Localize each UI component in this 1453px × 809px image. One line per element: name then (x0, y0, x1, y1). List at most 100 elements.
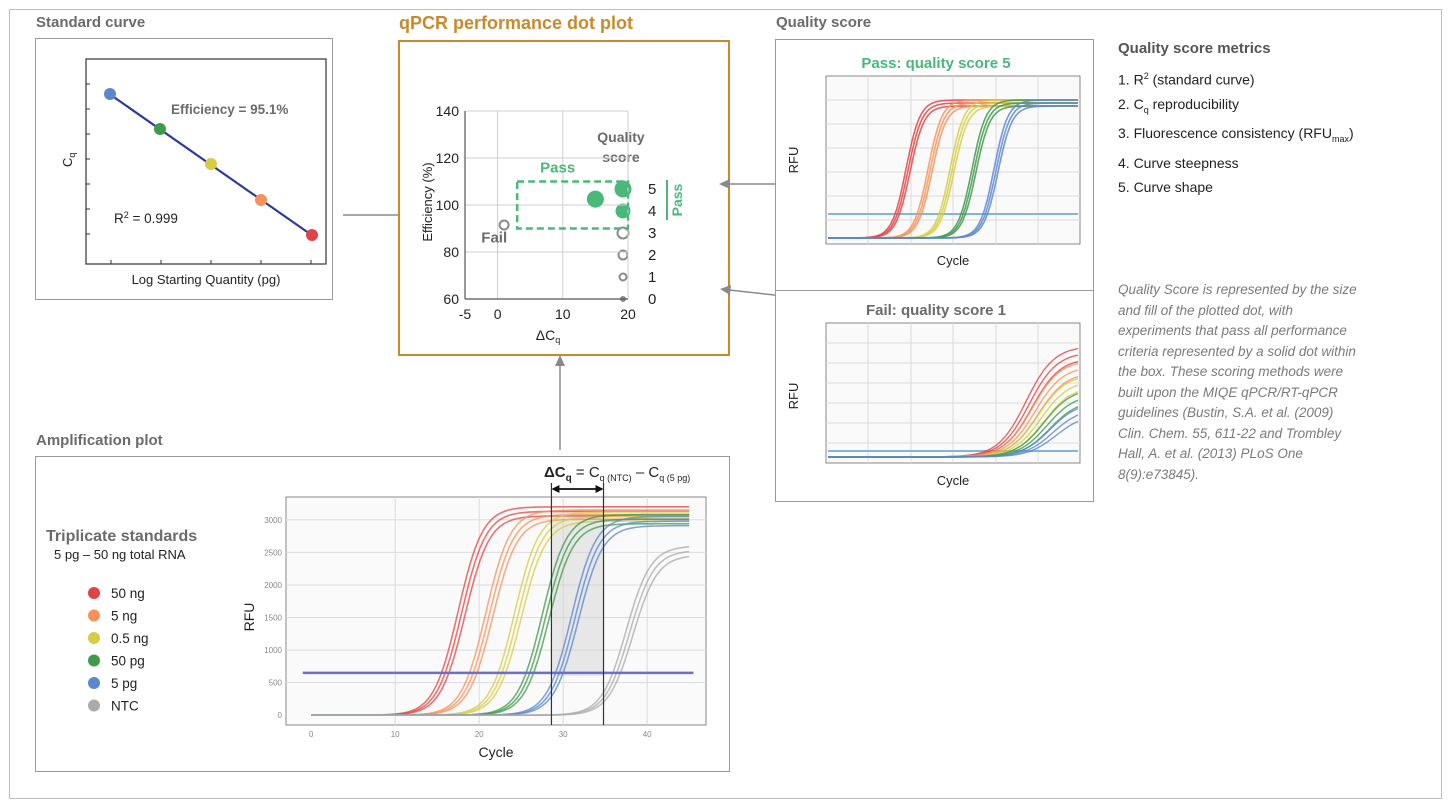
dot-plot-xlabel: ΔCq (536, 327, 560, 345)
legend-score-label: 0 (648, 291, 656, 308)
quality-score-note: Quality Score is represented by the size… (1118, 282, 1357, 482)
figure-frame (9, 9, 1442, 799)
standard-curve-ylabel: Cq (60, 153, 77, 167)
amp-curve-ntc (311, 555, 690, 716)
delta-cq-arrow (551, 485, 604, 493)
amp-legend-dot (88, 609, 100, 622)
amp-y-tick: 500 (269, 679, 283, 688)
arrow-amp-to-dotplot (555, 355, 565, 450)
standard-curve-panel: Efficiency = 95.1% R2 = 0.999 Cq Log Sta… (35, 38, 333, 300)
legend-title-line2: score (602, 149, 640, 165)
metric-item: 1. R2 (standard curve) (1118, 71, 1255, 88)
amp-y-tick: 2500 (264, 548, 282, 557)
standard-point-50ng (306, 229, 318, 241)
dot-plot-title: qPCR performance dot plot (399, 13, 634, 33)
pass-box (515, 180, 630, 230)
pass-curve (828, 105, 1078, 239)
dot-plot-svg: Efficiency (%) ΔCq Quality score 543210 … (420, 103, 685, 345)
x-tick-label: -5 (459, 306, 472, 322)
fail-point (498, 219, 510, 231)
x-tick-label: 0 (494, 306, 502, 322)
amp-legend-title: Triplicate standards (46, 528, 197, 545)
y-tick-label: 100 (436, 197, 460, 213)
fail-ylabel: RFU (786, 383, 801, 410)
amp-y-tick: 0 (278, 711, 283, 720)
standard-curve-title: Standard curve (36, 14, 146, 31)
pass-xlabel: Cycle (937, 253, 970, 268)
legend-score-label: 1 (648, 269, 656, 286)
amp-x-tick: 30 (559, 730, 568, 739)
standard-point-5ng (255, 194, 267, 206)
amp-x-tick: 40 (643, 730, 652, 739)
x-tick-label: 20 (620, 306, 636, 322)
arrows-quality-to-legend (719, 179, 784, 297)
metrics-list: 1. R2 (standard curve) 2. Cq reproducibil… (1118, 64, 1354, 199)
quality-score-title: Quality score (776, 14, 872, 31)
r2-label: R2 = 0.999 (114, 210, 178, 226)
amp-legend-dot (88, 587, 100, 599)
pass-curves-svg: Pass: quality score 5 RFU Cycle (786, 55, 1081, 268)
legend-score-label: 5 (648, 181, 656, 198)
amp-ylabel: RFU (241, 603, 257, 632)
amp-legend-dot (88, 632, 100, 644)
amp-x-tick: 0 (309, 730, 314, 739)
standard-curve-svg: Efficiency = 95.1% R2 = 0.999 Cq Log Sta… (60, 58, 327, 287)
amplification-svg: Triplicate standards 5 pg – 50 ng total … (46, 464, 707, 760)
fail-quality-panel: Fail: quality score 1 RFU Cycle (775, 290, 1094, 502)
fail-quality-title: Fail: quality score 1 (866, 302, 1006, 319)
amp-legend-label: 5 pg (111, 676, 137, 691)
standard-point-50pg (154, 123, 166, 135)
amp-y-tick: 3000 (264, 516, 282, 525)
legend-pass-label: Pass (669, 183, 685, 216)
amp-legend-label: 0.5 ng (111, 631, 149, 646)
legend-title-line1: Quality (597, 129, 645, 145)
pass-box-label: Pass (540, 160, 575, 177)
amplification-title: Amplification plot (36, 432, 163, 449)
pass-ylabel: RFU (786, 147, 801, 174)
fail-xlabel: Cycle (937, 473, 970, 488)
legend-dot-score-4 (615, 203, 631, 219)
efficiency-label: Efficiency = 95.1% (171, 102, 288, 117)
legend-dot-score-1 (618, 272, 628, 282)
amp-legend-dot (88, 654, 100, 667)
fail-curve (828, 420, 1079, 458)
fail-curves-svg: Fail: quality score 1 RFU Cycle (786, 302, 1081, 488)
standard-curve-axes (85, 58, 327, 265)
amp-legend-dot (88, 699, 100, 712)
legend-score-label: 3 (648, 225, 656, 242)
delta-cq-formula: ΔCq = Cq (NTC) – Cq (5 pg) (544, 464, 690, 484)
amp-legend-label: NTC (111, 699, 139, 714)
metric-item: 2. Cq reproducibility (1118, 95, 1239, 115)
amp-y-tick: 1000 (264, 646, 282, 655)
legend-score-label: 2 (648, 247, 656, 264)
amp-legend-subtitle: 5 pg – 50 ng total RNA (54, 547, 186, 562)
pass-point (586, 190, 604, 208)
amp-y-tick: 2000 (264, 581, 282, 590)
amp-legend-label: 50 pg (111, 654, 145, 669)
amp-legend-label: 50 ng (111, 586, 145, 601)
amp-y-tick: 1500 (264, 614, 282, 623)
metric-item: 3. Fluorescence consistency (RFUmax) (1118, 125, 1354, 145)
standard-point-0.5ng (205, 158, 217, 170)
fail-label: Fail (481, 230, 507, 247)
amp-x-tick: 20 (475, 730, 484, 739)
y-tick-label: 140 (436, 103, 460, 119)
metric-item: 5. Curve shape (1118, 179, 1213, 196)
y-tick-label: 80 (443, 244, 459, 260)
amp-x-tick: 10 (391, 730, 400, 739)
standard-curve-xlabel: Log Starting Quantity (pg) (132, 272, 281, 287)
legend-score-label: 4 (648, 203, 656, 220)
x-tick-label: 10 (555, 306, 571, 322)
standard-point-5pg (104, 88, 116, 100)
y-tick-label: 120 (436, 150, 460, 166)
pass-quality-panel: Pass: quality score 5 RFU Cycle (775, 39, 1094, 291)
y-tick-label: 60 (443, 291, 459, 307)
amp-legend-dot (88, 677, 100, 689)
amplification-panel: Triplicate standards 5 pg – 50 ng total … (35, 456, 730, 772)
metrics-title: Quality score metrics (1118, 40, 1271, 57)
pass-quality-title: Pass: quality score 5 (861, 55, 1010, 72)
dot-plot-ylabel: Efficiency (%) (420, 162, 435, 241)
amp-xlabel: Cycle (478, 744, 513, 760)
amp-legend-label: 5 ng (111, 609, 137, 624)
